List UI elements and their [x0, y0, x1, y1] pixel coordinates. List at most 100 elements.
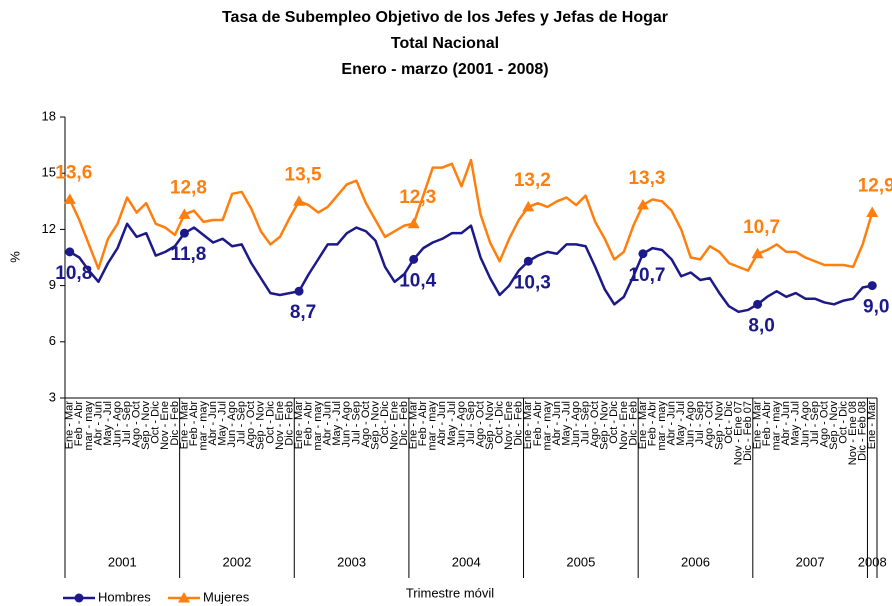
- data-label: 12,9: [858, 176, 892, 197]
- x-tick-label: Dic - Feb: [398, 401, 410, 446]
- x-tick-label: Sep - Nov: [255, 401, 267, 450]
- x-tick-label: Jul - Sep: [465, 401, 477, 444]
- x-tick-label: Dic - Feb: [627, 401, 639, 446]
- x-tick-label: Jun - Ago: [685, 401, 697, 447]
- x-tick-label: Oct - Dic: [264, 401, 276, 444]
- group-label: 2008: [858, 554, 887, 569]
- data-point: [409, 254, 419, 264]
- x-tick-label: mar - may: [771, 401, 783, 451]
- x-tick-label: Jun - Ago: [341, 401, 353, 447]
- data-label: 13,2: [514, 170, 551, 191]
- data-label: 8,0: [748, 315, 774, 336]
- x-tick-label: Jul - Sep: [809, 401, 821, 444]
- data-point: [866, 206, 879, 218]
- x-tick-label: Abr - Jun: [551, 401, 563, 446]
- y-tick-label: 15: [42, 165, 56, 180]
- x-tick-label: Sep - Nov: [369, 401, 381, 450]
- x-tick-label: Abr - Jun: [207, 401, 219, 446]
- data-label: 10,7: [628, 265, 665, 286]
- y-tick-label: 6: [49, 333, 56, 348]
- x-tick-label: Jul - Sep: [121, 401, 133, 444]
- data-label: 10,3: [514, 272, 551, 293]
- data-label: 11,8: [170, 244, 206, 265]
- x-tick-label: Ene - Mar: [408, 401, 420, 450]
- x-tick-label: Dic - Feb: [169, 401, 181, 446]
- x-tick-label: May - Jul: [446, 401, 458, 446]
- x-tick-label: Feb - Abr: [73, 401, 85, 447]
- group-label: 2007: [796, 554, 825, 569]
- x-tick-label: Feb - Abr: [532, 401, 544, 447]
- data-label: 8,7: [290, 302, 316, 323]
- x-tick-label: Jun - Ago: [455, 401, 467, 447]
- x-tick-label: Ene - Mar: [637, 401, 649, 450]
- data-label: 10,7: [743, 217, 780, 238]
- x-tick-label: Jun - Ago: [111, 401, 123, 447]
- y-tick-label: 18: [42, 108, 56, 123]
- y-tick-label: 12: [42, 221, 56, 236]
- x-tick-label: May - Jul: [560, 401, 572, 446]
- x-tick-label: Feb - Abr: [646, 401, 658, 447]
- x-tick-label: Ago - Oct: [589, 401, 601, 447]
- x-tick-label: Oct - Dic: [494, 401, 506, 444]
- x-tick-label: Dic - Feb: [513, 401, 525, 446]
- x-tick-label: mar - may: [312, 401, 324, 451]
- x-tick-label: Sep - Nov: [140, 401, 152, 450]
- x-tick-label: May - Jul: [217, 401, 229, 446]
- x-tick-label: Ene - Mar: [64, 401, 76, 450]
- x-tick-label: May - Jul: [331, 401, 343, 446]
- x-tick-label: Oct - Dic: [150, 401, 162, 444]
- x-tick-label: Oct - Dic: [723, 401, 735, 444]
- x-tick-label: Ene - Mar: [751, 401, 763, 450]
- x-tick-label: Ago - Oct: [245, 401, 257, 447]
- x-tick-label: Abr - Jun: [322, 401, 334, 446]
- series-line: [69, 222, 873, 314]
- x-tick-label: Dic - Feb 07: [742, 401, 754, 461]
- chart-title: Total Nacional: [391, 35, 499, 52]
- x-tick-label: mar - may: [427, 401, 439, 451]
- x-tick-label: mar - may: [656, 401, 668, 451]
- x-tick-label: Dic - Feb: [283, 401, 295, 446]
- x-tick-label: Abr - Jun: [436, 401, 448, 446]
- x-tick-label: Jun - Ago: [799, 401, 811, 447]
- x-tick-label: Ago - Oct: [360, 401, 372, 447]
- group-label: 2003: [337, 554, 366, 569]
- x-tick-label: Oct - Dic: [379, 401, 391, 444]
- legend-label: Mujeres: [203, 589, 250, 604]
- data-point: [751, 247, 764, 259]
- data-point: [293, 195, 306, 206]
- data-point: [65, 247, 75, 257]
- data-point: [294, 286, 304, 296]
- group-label: 2002: [222, 554, 251, 569]
- legend-label: Hombres: [98, 589, 151, 604]
- y-axis-label: %: [7, 251, 22, 263]
- x-tick-label: Nov - Ene 07: [732, 401, 744, 465]
- x-axis-label: Trimestre móvil: [406, 585, 494, 600]
- x-tick-label: Sep - Nov: [599, 401, 611, 450]
- x-tick-label: mar - may: [83, 401, 95, 451]
- x-tick-label: Nov - Ene: [618, 401, 630, 450]
- x-tick-label: Nov - Ene 08: [847, 401, 859, 465]
- group-label: 2006: [681, 554, 710, 569]
- chart-title: Enero - marzo (2001 - 2008): [341, 61, 548, 78]
- data-point: [179, 228, 189, 238]
- data-label: 12,3: [399, 187, 436, 208]
- x-tick-label: mar - may: [197, 401, 209, 451]
- legend-marker: [74, 593, 84, 603]
- y-tick-label: 9: [49, 277, 56, 292]
- x-tick-label: Jul - Sep: [694, 401, 706, 444]
- x-tick-label: Oct - Dic: [837, 401, 849, 444]
- x-tick-label: Sep - Nov: [828, 401, 840, 450]
- x-tick-label: Feb - Abr: [188, 401, 200, 447]
- x-tick-label: Abr - Jun: [666, 401, 678, 446]
- group-label: 2005: [566, 554, 595, 569]
- data-label: 13,6: [55, 162, 92, 183]
- x-tick-label: Sep - Nov: [484, 401, 496, 450]
- x-tick-label: Jul - Sep: [350, 401, 362, 444]
- group-label: 2001: [108, 554, 137, 569]
- x-tick-label: Jun - Ago: [570, 401, 582, 447]
- x-tick-label: Feb - Abr: [303, 401, 315, 447]
- data-point: [753, 299, 763, 309]
- x-tick-label: Nov - Ene: [388, 401, 400, 450]
- chart-title: Tasa de Subempleo Objetivo de los Jefes …: [222, 9, 668, 26]
